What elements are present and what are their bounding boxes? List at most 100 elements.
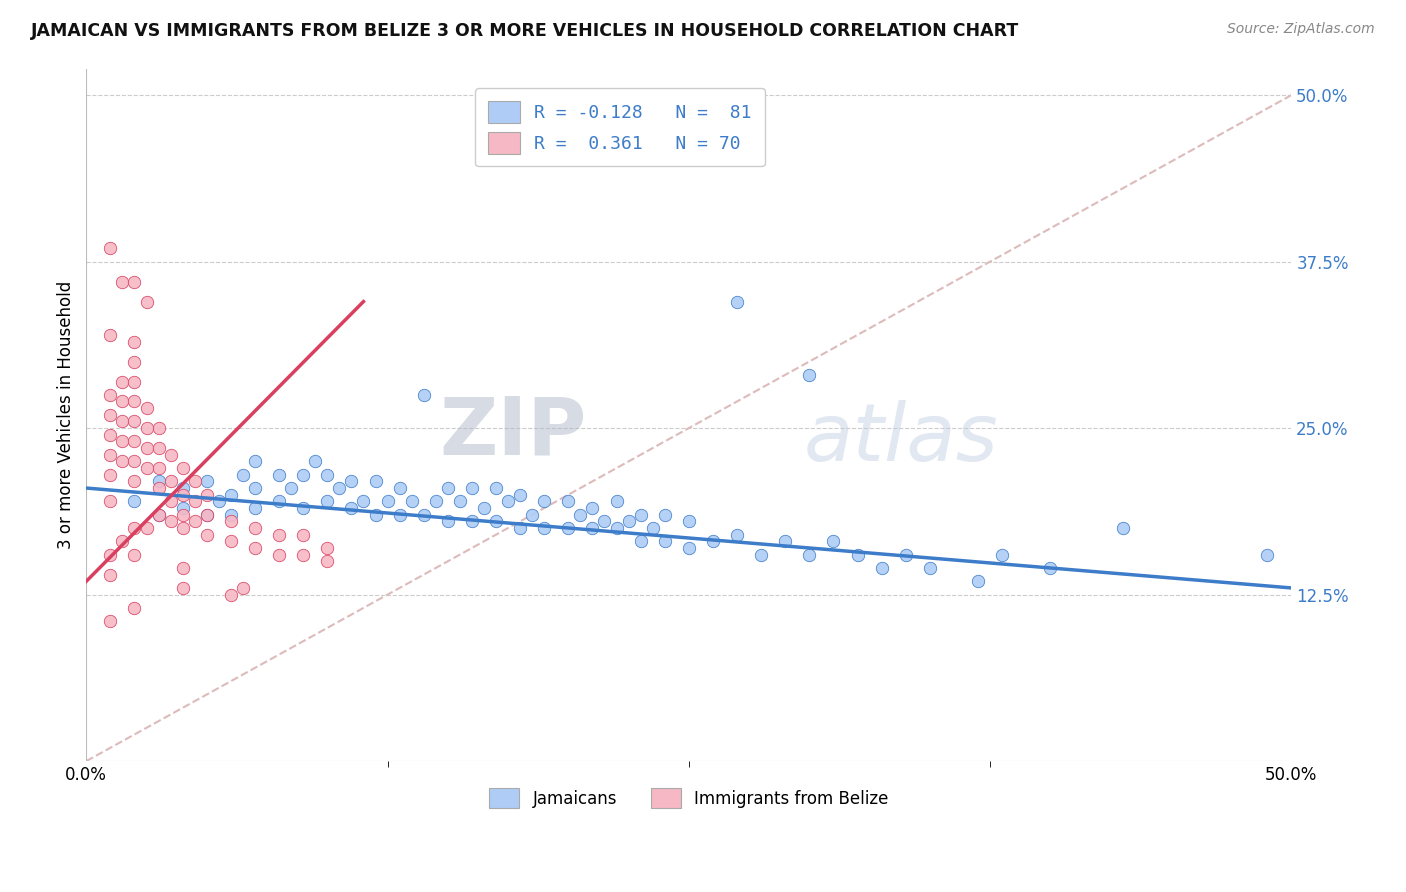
Point: [472, 501, 495, 516]
Point: [509, 488, 531, 502]
Point: [172, 508, 194, 522]
Point: [461, 481, 484, 495]
Point: [100, 548, 122, 562]
Point: [243, 521, 266, 535]
Point: [316, 467, 339, 482]
Point: [581, 521, 603, 535]
Point: [100, 448, 122, 462]
Point: [124, 414, 146, 428]
Point: [823, 534, 845, 549]
Point: [292, 548, 315, 562]
Point: [412, 388, 434, 402]
Point: [630, 508, 652, 522]
Point: [219, 508, 242, 522]
Point: [195, 475, 218, 489]
Point: [195, 508, 218, 522]
Point: [316, 494, 339, 508]
Point: [605, 494, 627, 508]
Point: [461, 514, 484, 528]
Point: [111, 434, 134, 449]
Point: [773, 534, 796, 549]
Point: [316, 554, 339, 568]
Point: [316, 541, 339, 555]
Point: [159, 514, 181, 528]
Point: [100, 467, 122, 482]
Point: [678, 541, 700, 555]
Point: [124, 375, 146, 389]
Point: [124, 354, 146, 368]
Point: [124, 548, 146, 562]
Point: [557, 521, 579, 535]
Point: [148, 475, 170, 489]
Point: [124, 494, 146, 508]
Point: [111, 454, 134, 468]
Point: [100, 614, 122, 628]
Point: [449, 494, 471, 508]
Point: [135, 441, 157, 455]
Point: [172, 501, 194, 516]
Point: [135, 521, 157, 535]
Point: [208, 494, 231, 508]
Point: [159, 448, 181, 462]
Point: [269, 527, 291, 541]
Point: [269, 467, 291, 482]
Point: [159, 494, 181, 508]
Point: [184, 494, 207, 508]
Point: [617, 514, 640, 528]
Point: [219, 588, 242, 602]
Point: [799, 548, 821, 562]
Point: [100, 388, 122, 402]
Point: [1039, 561, 1062, 575]
Point: [195, 488, 218, 502]
Point: [388, 508, 411, 522]
Point: [124, 454, 146, 468]
Point: [148, 508, 170, 522]
Point: [232, 467, 254, 482]
Point: [991, 548, 1014, 562]
Point: [111, 394, 134, 409]
Point: [654, 534, 676, 549]
Point: [269, 494, 291, 508]
Point: [340, 501, 363, 516]
Point: [581, 501, 603, 516]
Point: [569, 508, 592, 522]
Point: [148, 508, 170, 522]
Point: [340, 475, 363, 489]
Point: [124, 601, 146, 615]
Point: [605, 521, 627, 535]
Point: [292, 527, 315, 541]
Point: [111, 375, 134, 389]
Point: [593, 514, 616, 528]
Point: [100, 567, 122, 582]
Point: [749, 548, 772, 562]
Point: [172, 488, 194, 502]
Point: [172, 521, 194, 535]
Text: atlas: atlas: [803, 400, 998, 478]
Point: [533, 521, 555, 535]
Point: [725, 527, 748, 541]
Point: [557, 494, 579, 508]
Point: [702, 534, 724, 549]
Point: [725, 294, 748, 309]
Text: JAMAICAN VS IMMIGRANTS FROM BELIZE 3 OR MORE VEHICLES IN HOUSEHOLD CORRELATION C: JAMAICAN VS IMMIGRANTS FROM BELIZE 3 OR …: [31, 22, 1019, 40]
Point: [148, 441, 170, 455]
Point: [148, 461, 170, 475]
Point: [148, 421, 170, 435]
Point: [1111, 521, 1133, 535]
Point: [678, 514, 700, 528]
Point: [243, 481, 266, 495]
Point: [172, 481, 194, 495]
Point: [124, 434, 146, 449]
Point: [243, 501, 266, 516]
Point: [485, 514, 508, 528]
Point: [100, 494, 122, 508]
Point: [654, 508, 676, 522]
Point: [172, 461, 194, 475]
Point: [195, 527, 218, 541]
Point: [135, 461, 157, 475]
Point: [496, 494, 519, 508]
Point: [184, 514, 207, 528]
Point: [918, 561, 941, 575]
Point: [401, 494, 423, 508]
Point: [364, 508, 387, 522]
